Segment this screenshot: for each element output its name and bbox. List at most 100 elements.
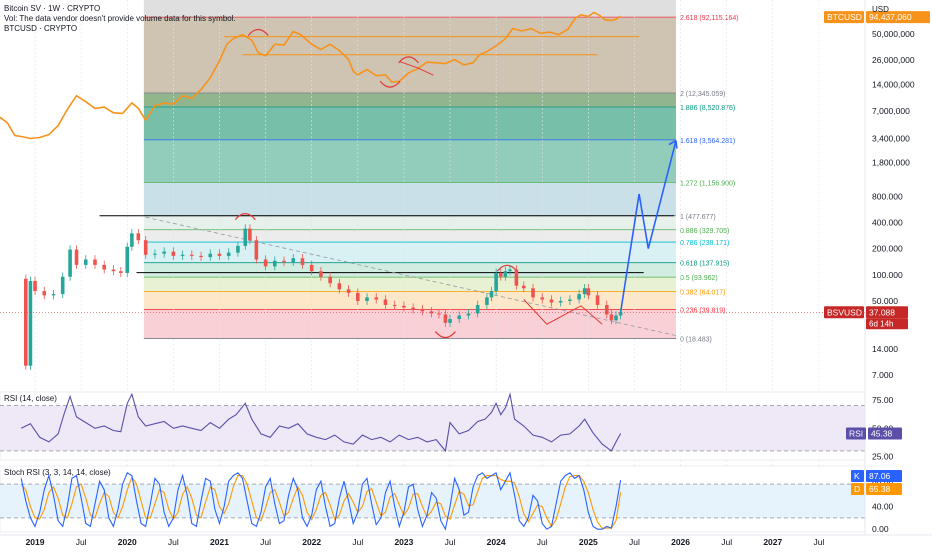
candle[interactable] [346,289,351,293]
candle[interactable] [521,285,526,289]
candle[interactable] [503,271,508,277]
candle[interactable] [236,245,240,253]
candle[interactable] [437,313,441,315]
candle[interactable] [337,283,342,290]
candle[interactable] [119,271,123,273]
btc-overlay-line[interactable] [0,11,622,140]
candle[interactable] [494,272,498,292]
candle[interactable] [568,299,572,301]
candle[interactable] [51,294,56,296]
candle[interactable] [208,253,213,258]
candle[interactable] [618,312,623,316]
candle[interactable] [171,251,176,256]
candle[interactable] [273,260,277,267]
candle[interactable] [614,315,618,321]
projection-path[interactable] [619,140,677,313]
candle[interactable] [420,309,425,312]
candle[interactable] [604,304,609,315]
candle[interactable] [586,288,591,296]
bsv-path-annotation[interactable] [523,299,603,325]
candle[interactable] [102,264,107,270]
bottom-arc-annotation[interactable] [379,80,401,88]
bottom-arc-annotation[interactable] [434,331,456,339]
candle[interactable] [531,288,535,298]
chart-title[interactable]: Bitcoin SV · 1W · CRYPTO [4,4,100,13]
candle[interactable] [83,259,88,265]
top-arc-annotation[interactable] [234,212,256,220]
candle[interactable] [558,300,563,303]
candle[interactable] [111,269,116,272]
candle[interactable] [549,299,554,303]
candle[interactable] [180,254,185,256]
candle[interactable] [254,240,259,260]
candle[interactable] [153,253,157,255]
candle[interactable] [93,259,97,265]
candle[interactable] [498,272,503,277]
user-drawings[interactable] [99,28,678,339]
candle[interactable] [199,255,203,258]
rsi-line[interactable] [20,392,622,453]
candle[interactable] [489,291,494,298]
stoch-rsi-pane[interactable]: Stoch RSI (3, 3, 14, 14, close) [0,465,866,533]
candle[interactable] [383,299,388,305]
price-axes[interactable]: 50,000,000 26,000,000 14,000,000 7,000,000 3… [864,0,932,550]
candle[interactable] [226,252,231,256]
candle[interactable] [609,314,614,321]
candle[interactable] [540,297,545,300]
candle[interactable] [60,276,65,295]
candle[interactable] [374,297,379,300]
candle[interactable] [190,254,194,256]
top-arc-annotation[interactable] [398,56,419,64]
candle[interactable] [143,240,148,255]
candle[interactable] [309,264,314,272]
candle[interactable] [448,319,452,323]
candle[interactable] [300,258,305,265]
stoch-d-line[interactable] [20,475,622,529]
candle[interactable] [74,249,79,265]
candle[interactable] [24,278,28,366]
candle[interactable] [291,258,296,263]
candle[interactable] [130,233,134,247]
candle[interactable] [457,315,462,320]
price-axis-area[interactable] [865,0,932,550]
candle[interactable] [68,249,72,277]
candle[interactable] [319,271,323,277]
candle[interactable] [33,280,37,292]
overlay-symbol[interactable]: BTCUSD · CRYPTO [4,24,77,33]
candle[interactable] [125,246,130,273]
candle[interactable] [136,233,141,241]
stoch-k-line[interactable] [20,471,622,531]
candle[interactable] [485,297,489,305]
fibonacci-extension[interactable]: 0 (18.483) 0.236 (39.819) 0.382 (64.017) 0.… [143,0,739,344]
candle[interactable] [582,288,587,295]
candle[interactable] [42,291,47,296]
candle[interactable] [402,305,406,308]
candle[interactable] [328,276,332,284]
candle[interactable] [577,294,581,300]
candle[interactable] [475,304,480,314]
candle[interactable] [162,251,166,254]
btc-path-annotation[interactable] [399,60,434,76]
candle[interactable] [508,269,512,272]
candle[interactable] [514,269,519,286]
candle[interactable] [392,304,397,306]
bsv-candles[interactable] [0,224,865,370]
rsi-pane[interactable]: RSI (14, close) [0,391,866,461]
currency-label[interactable]: USD [872,5,889,14]
candle[interactable] [356,292,360,301]
time-axis[interactable]: 2019 Jul 2020 Jul 2021 Jul 2022 Jul 2023 Jul 2024 J… [0,534,932,547]
candle[interactable] [466,313,471,316]
candle[interactable] [365,297,369,301]
candle[interactable] [429,311,434,314]
candle[interactable] [28,280,33,366]
pane-title[interactable]: RSI (14, close) [4,394,57,403]
candle[interactable] [443,314,448,323]
candle[interactable] [243,228,248,246]
candle[interactable] [217,253,222,256]
top-arc-annotation[interactable] [247,28,269,36]
candle[interactable] [263,259,268,267]
candle[interactable] [595,295,600,305]
candle[interactable] [411,307,415,310]
